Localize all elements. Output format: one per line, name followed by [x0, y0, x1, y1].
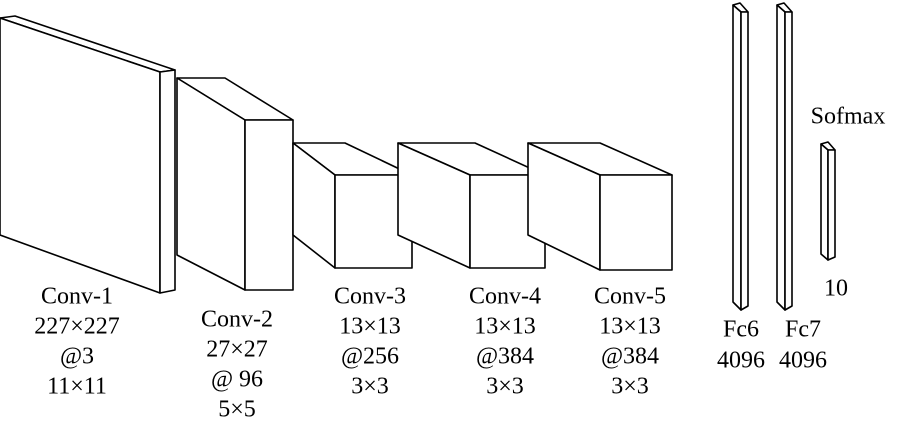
block-side	[244, 119, 294, 291]
layer-size: 13×13	[339, 314, 401, 340]
layer-kernel: 3×3	[486, 374, 524, 400]
fc-name: Fc6	[723, 317, 759, 343]
layer-kernel: 11×11	[47, 374, 107, 400]
block-face	[820, 143, 829, 261]
block-side	[334, 174, 413, 269]
layer-size: 13×13	[599, 314, 661, 340]
layer-kernel: 5×5	[218, 397, 256, 423]
conv1-block	[0, 15, 176, 294]
softmax-name: Sofmax	[811, 104, 886, 130]
fc6-block	[732, 2, 749, 311]
layer-size: 13×13	[474, 314, 536, 340]
layer-channels: @256	[341, 344, 399, 370]
layer-size: 227×227	[34, 314, 120, 340]
layer-channels: @384	[601, 344, 659, 370]
layer-size: 27×27	[206, 337, 268, 363]
layer-channels: @3	[60, 344, 94, 370]
block-side	[827, 149, 836, 261]
block-face	[776, 4, 786, 311]
layer-channels: @384	[476, 344, 534, 370]
fc-name: Fc7	[785, 317, 821, 343]
block-side	[740, 11, 749, 311]
block-side	[784, 11, 793, 311]
layer-name: Conv-3	[334, 284, 406, 310]
fc7-block	[776, 2, 793, 311]
layer-kernel: 3×3	[351, 374, 389, 400]
fc-units: 4096	[779, 348, 827, 374]
block-side	[159, 69, 176, 294]
conv3-block	[292, 142, 413, 269]
softmax-block	[820, 141, 836, 261]
layer-name: Conv-5	[594, 284, 666, 310]
block-side	[599, 174, 673, 271]
block-face	[732, 4, 742, 311]
fc-units: 4096	[717, 348, 765, 374]
conv4-block	[397, 142, 546, 269]
layer-channels: @ 96	[211, 367, 263, 393]
conv5-block	[527, 142, 673, 271]
block-side	[469, 174, 546, 269]
layer-name: Conv-1	[41, 284, 113, 310]
layer-name: Conv-4	[469, 284, 541, 310]
softmax-units: 10	[824, 276, 848, 302]
conv2-block	[176, 77, 294, 291]
layer-kernel: 3×3	[611, 374, 649, 400]
layer-name: Conv-2	[201, 307, 273, 333]
